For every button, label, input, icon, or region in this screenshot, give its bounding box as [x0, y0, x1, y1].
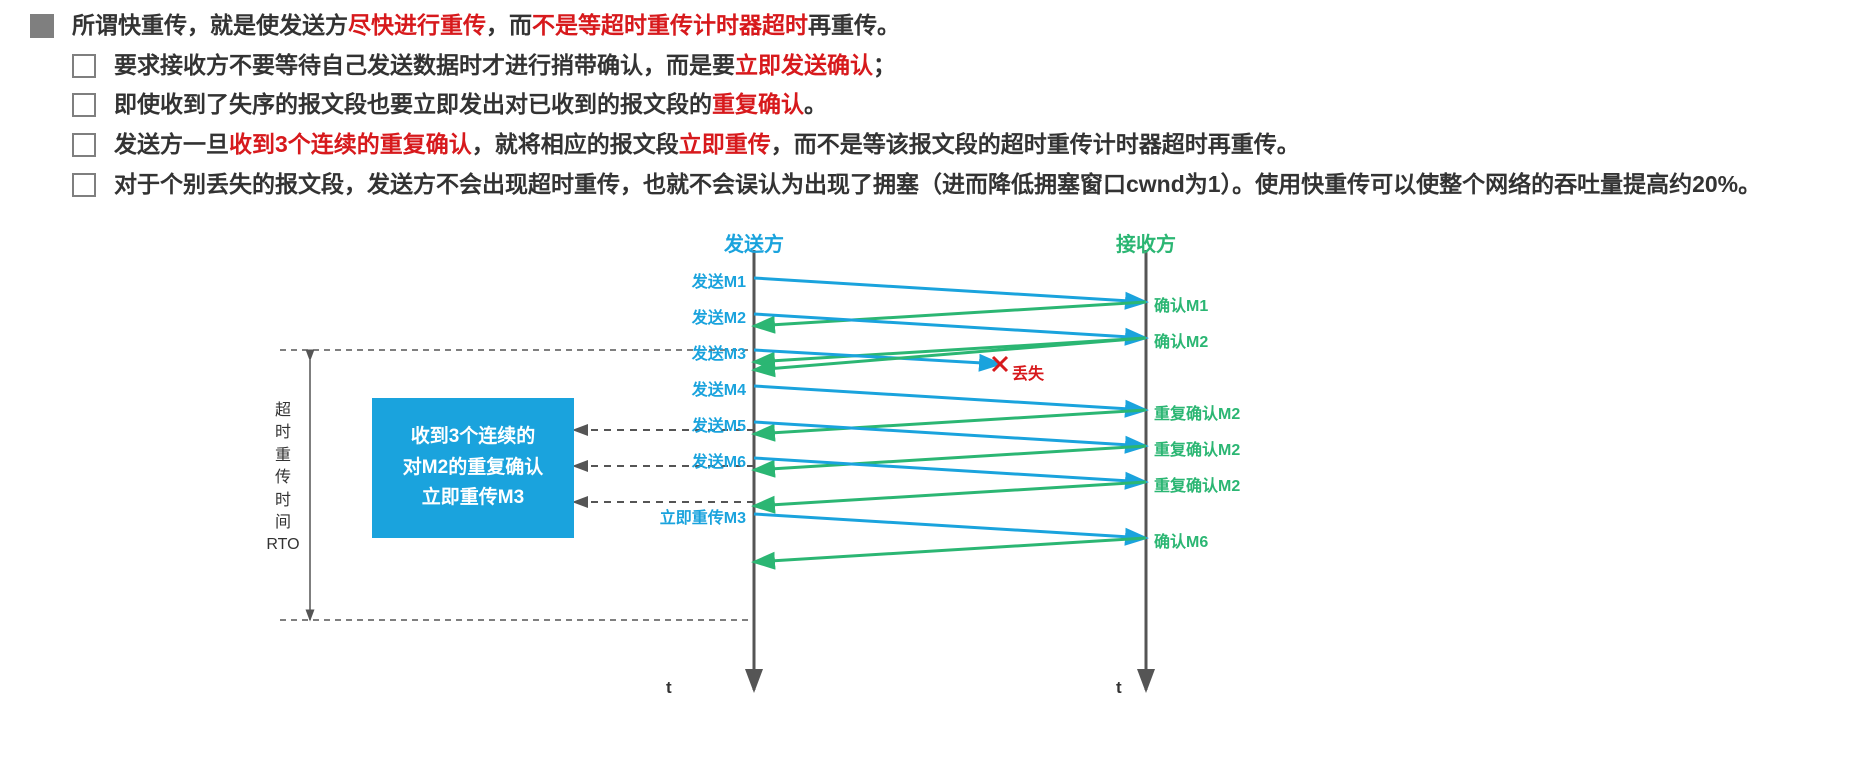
- sender-title: 发送方: [724, 228, 784, 257]
- fast-retransmit-box: 收到3个连续的对M2的重复确认立即重传M3: [372, 398, 574, 538]
- bullet-square-empty: [72, 173, 96, 197]
- bullet-text-3: 即使收到了失序的报文段也要立即发出对已收到的报文段的重复确认。: [114, 87, 1839, 123]
- send-label: 发送M2: [692, 304, 746, 328]
- ack-label: 重复确认M2: [1154, 472, 1240, 496]
- send-label: 发送M1: [692, 268, 746, 292]
- bullet-text-2: 要求接收方不要等待自己发送数据时才进行捎带确认，而是要立即发送确认；: [114, 48, 1839, 84]
- ack-label: 确认M1: [1154, 292, 1208, 316]
- t-label-receiver: t: [1116, 678, 1122, 698]
- rto-label: 超时重传时间RTO: [265, 400, 301, 557]
- ack-label: 确认M6: [1154, 528, 1208, 552]
- t-label-sender: t: [666, 678, 672, 698]
- bullet-square-empty: [72, 133, 96, 157]
- send-label: 发送M6: [692, 448, 746, 472]
- ack-label: 重复确认M2: [1154, 436, 1240, 460]
- ack-label: 确认M2: [1154, 328, 1208, 352]
- bullet-square-empty: [72, 54, 96, 78]
- bullet-square-empty: [72, 93, 96, 117]
- receiver-title: 接收方: [1116, 228, 1176, 257]
- send-label: 立即重传M3: [660, 504, 746, 528]
- send-label: 发送M3: [692, 340, 746, 364]
- bullet-square-filled: [30, 14, 54, 38]
- send-label: 发送M5: [692, 412, 746, 436]
- lost-label: 丢失: [1012, 360, 1044, 384]
- ack-label: 重复确认M2: [1154, 400, 1240, 424]
- sequence-diagram: 发送方 接收方发送M1 确认M1 发送M2 确认M2 发送M3 丢失发送M4 重复确认M2 发送…: [0, 230, 1869, 780]
- bullet-text-4: 发送方一旦收到3个连续的重复确认，就将相应的报文段立即重传，而不是等该报文段的超…: [114, 127, 1839, 163]
- send-label: 发送M4: [692, 376, 746, 400]
- bullet-text-5: 对于个别丢失的报文段，发送方不会出现超时重传，也就不会误认为出现了拥塞（进而降低…: [114, 167, 1839, 203]
- bullet-text-1: 所谓快重传，就是使发送方尽快进行重传，而不是等超时重传计时器超时再重传。: [72, 8, 1839, 44]
